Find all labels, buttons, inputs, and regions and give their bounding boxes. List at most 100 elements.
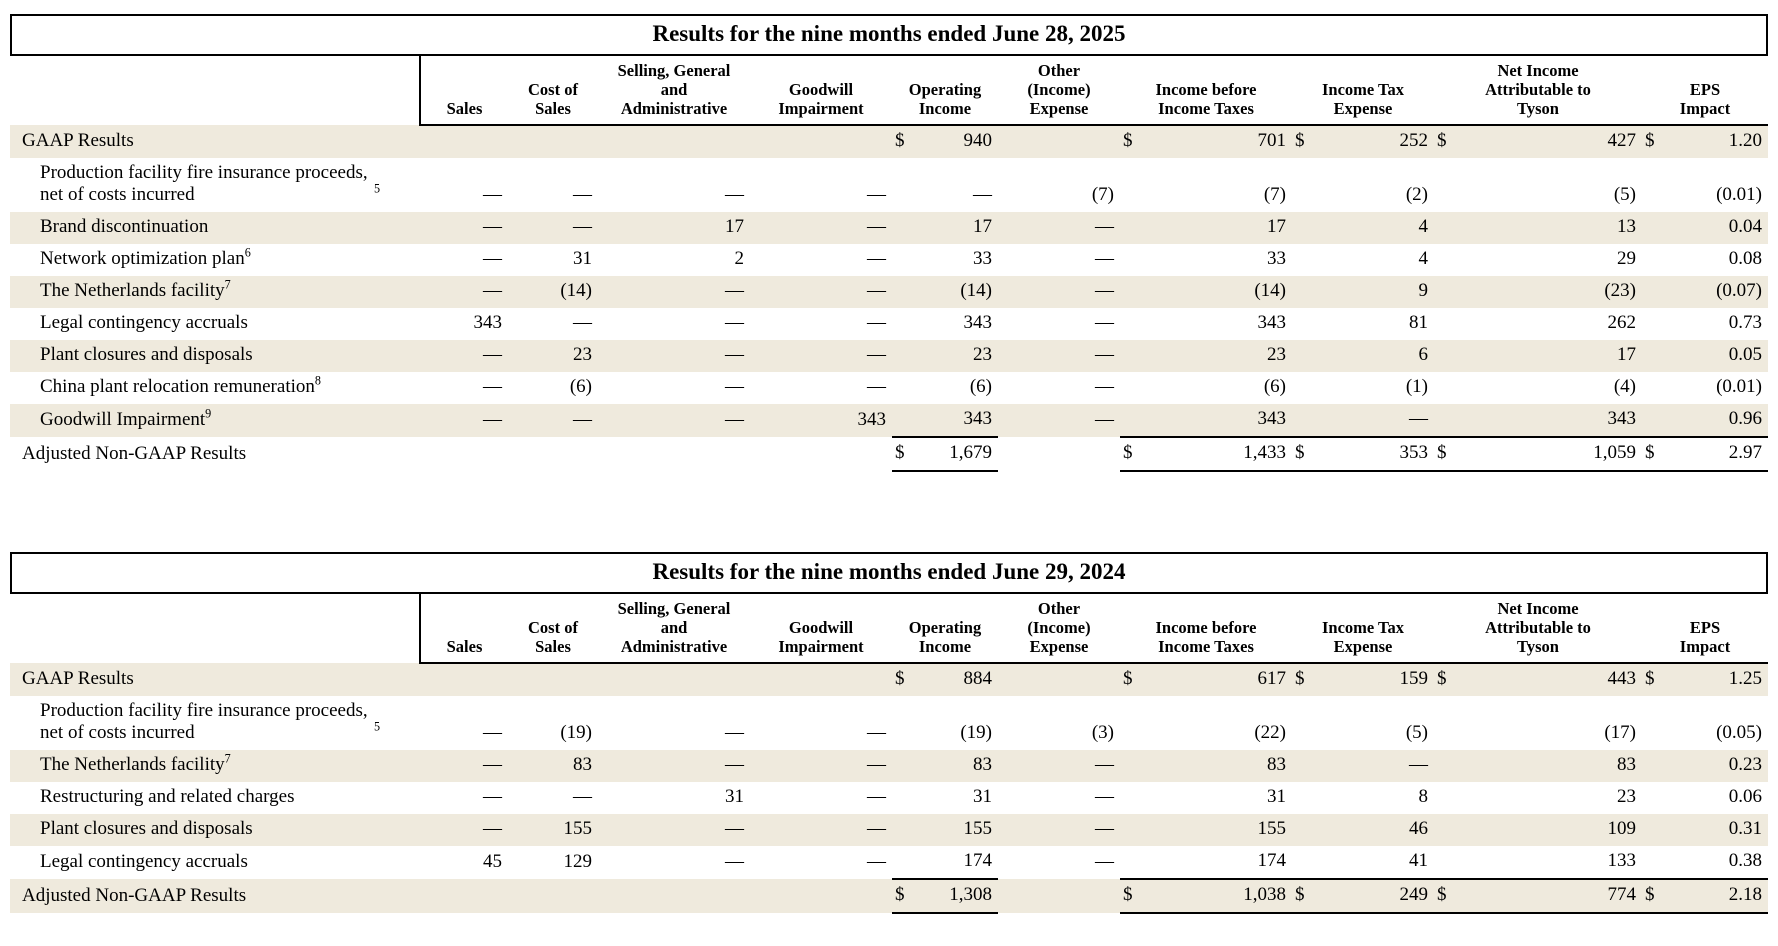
- cell-cost-of-sales: [508, 663, 598, 696]
- dollar-sign-operating-income: [892, 696, 918, 750]
- column-header-income-tax-expense: Income Tax Expense: [1292, 56, 1434, 126]
- cell-other-income-expense: (7): [1091, 183, 1114, 205]
- cell-eps-impact: (0.07): [1716, 279, 1762, 301]
- footnote-ref: 8: [314, 373, 321, 388]
- cell-other-income-expense: —: [1095, 215, 1114, 237]
- cell-eps-impact: (0.01): [1716, 183, 1762, 205]
- cell-income-tax-expense: 41: [1409, 849, 1428, 871]
- cell-other-income-expense: —: [1095, 408, 1114, 430]
- cell-other-income-expense: [998, 125, 1120, 158]
- row-label-text: Brand discontinuation: [40, 215, 209, 237]
- cell-income-tax-expense: 46: [1409, 817, 1428, 839]
- dollar-sign-income-tax-expense: [1292, 244, 1318, 276]
- cell-income-tax-expense: 249: [1318, 877, 1434, 914]
- cell-income-tax-expense: 9: [1418, 279, 1429, 301]
- dollar-sign-income-before-income-taxes: $: [1120, 435, 1146, 472]
- cell-operating-income: 174: [963, 849, 993, 871]
- column-header-net-income: Net Income Attributable to Tyson: [1434, 593, 1642, 664]
- table-row: Restructuring and related charges — — 31 — 31…: [10, 782, 1768, 814]
- cell-income-tax-expense: 252: [1399, 129, 1429, 151]
- table-row: China plant relocation remuneration8 — (6)…: [10, 372, 1768, 404]
- row-label: GAAP Results: [10, 663, 420, 696]
- dollar-sign-eps-impact: [1642, 814, 1668, 846]
- cell-eps-impact: 0.05: [1728, 343, 1762, 365]
- row-label: Goodwill Impairment9: [10, 404, 420, 437]
- cell-operating-income: 155: [963, 817, 993, 839]
- cell-operating-income: 83: [973, 753, 992, 775]
- dollar-sign-eps-impact: [1642, 340, 1668, 372]
- dollar-sign-operating-income: $: [895, 129, 905, 151]
- cell-income-before-income-taxes: 1,038: [1146, 877, 1292, 914]
- cell-goodwill-impairment: —: [867, 785, 886, 807]
- dollar-sign-operating-income: [892, 846, 918, 879]
- cell-net-income: 774: [1460, 877, 1642, 914]
- cell-cost-of-sales: —: [573, 183, 592, 205]
- column-header-operating-income: Operating Income: [892, 593, 998, 664]
- cell-sales: 45: [483, 850, 502, 872]
- column-header-goodwill-impairment: Goodwill Impairment: [750, 56, 892, 126]
- cell-net-income: (5): [1613, 183, 1636, 205]
- dollar-sign-net-income: [1434, 244, 1460, 276]
- cell-income-before-income-taxes: 701: [1257, 129, 1287, 151]
- cell-goodwill-impairment: —: [867, 375, 886, 397]
- cell-eps-impact: 1.25: [1728, 667, 1762, 689]
- column-header-label: Income Tax Expense: [1321, 617, 1405, 656]
- table-row: The Netherlands facility7 — (14) — — (14) — (14…: [10, 275, 1768, 308]
- dollar-sign-operating-income: [892, 276, 918, 308]
- dollar-sign-net-income: $: [1437, 129, 1447, 151]
- cell-sga: —: [725, 753, 744, 775]
- cell-sales: —: [483, 343, 502, 365]
- dollar-sign-eps-impact: $: [1645, 667, 1655, 689]
- cell-eps-impact: (0.01): [1716, 375, 1762, 397]
- cell-other-income-expense: —: [1095, 817, 1114, 839]
- dollar-sign-income-tax-expense: [1292, 276, 1318, 308]
- cell-other-income-expense: —: [1095, 311, 1114, 333]
- column-header-label: Cost of Sales: [528, 79, 578, 118]
- dollar-sign-income-tax-expense: [1292, 846, 1318, 879]
- column-header-label: Income Tax Expense: [1321, 79, 1405, 118]
- dollar-sign-net-income: [1434, 276, 1460, 308]
- cell-cost-of-sales: [508, 879, 598, 913]
- cell-operating-income: 884: [963, 667, 993, 689]
- column-header-label: Selling, General and Administrative: [617, 61, 731, 118]
- cell-eps-impact: 0.04: [1728, 215, 1762, 237]
- cell-sga: [598, 125, 750, 158]
- cell-goodwill-impairment: [750, 437, 892, 471]
- cell-cost-of-sales: 83: [573, 753, 592, 775]
- cell-cost-of-sales: —: [573, 311, 592, 333]
- cell-net-income: 109: [1607, 817, 1637, 839]
- dollar-sign-eps-impact: [1642, 696, 1668, 750]
- table-title-box: Results for the nine months ended June 2…: [10, 551, 1768, 594]
- cell-other-income-expense: [998, 437, 1120, 471]
- row-label-text: Adjusted Non-GAAP Results: [22, 884, 247, 906]
- cell-sales: —: [483, 721, 502, 743]
- cell-eps-impact: 0.06: [1728, 785, 1762, 807]
- cell-eps-impact: 0.23: [1728, 753, 1762, 775]
- cell-other-income-expense: —: [1095, 375, 1114, 397]
- reconciliation-table-2024: Results for the nine months ended June 2…: [10, 551, 1768, 914]
- dollar-sign-net-income: [1434, 212, 1460, 244]
- column-header-income-tax-expense: Income Tax Expense: [1292, 593, 1434, 664]
- cell-operating-income: (19): [960, 721, 992, 743]
- row-label-text: Production facility fire insurance proce…: [40, 699, 368, 743]
- row-label-header: [10, 594, 420, 663]
- cell-operating-income: 17: [973, 215, 992, 237]
- column-header-cost-of-sales: Cost of Sales: [508, 593, 598, 664]
- cell-income-before-income-taxes: 33: [1267, 247, 1286, 269]
- dollar-sign-operating-income: [892, 158, 918, 212]
- cell-eps-impact: 0.31: [1728, 817, 1762, 839]
- dollar-sign-income-before-income-taxes: [1120, 158, 1146, 212]
- row-label: The Netherlands facility7: [10, 750, 420, 782]
- cell-cost-of-sales: 23: [573, 343, 592, 365]
- cell-goodwill-impairment: —: [867, 343, 886, 365]
- dollar-sign-eps-impact: [1642, 404, 1668, 437]
- dollar-sign-net-income: [1434, 782, 1460, 814]
- cell-income-before-income-taxes: 343: [1257, 407, 1287, 429]
- table-row: Production facility fire insurance proce…: [10, 696, 1768, 750]
- dollar-sign-income-tax-expense: $: [1295, 129, 1305, 151]
- dollar-sign-income-tax-expense: [1292, 308, 1318, 340]
- column-header-label: Net Income Attributable to Tyson: [1485, 598, 1591, 656]
- cell-income-tax-expense: 6: [1418, 343, 1429, 365]
- cell-sga: —: [725, 279, 744, 301]
- cell-income-tax-expense: —: [1409, 753, 1428, 775]
